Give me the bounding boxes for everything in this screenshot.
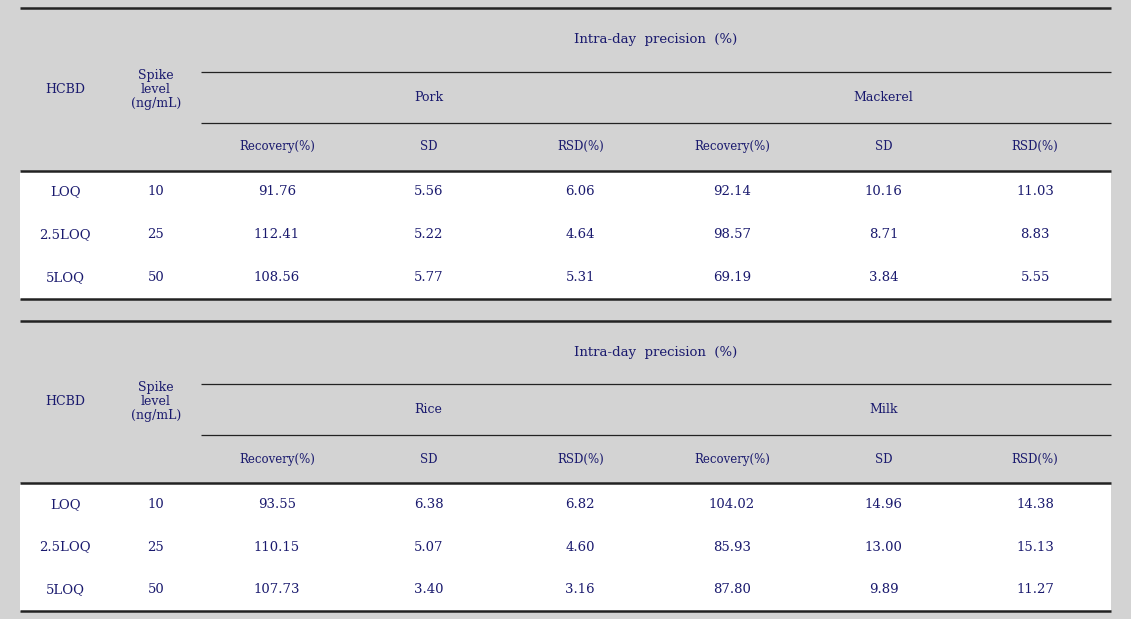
Text: 5.22: 5.22 [414,228,443,241]
Text: 92.14: 92.14 [713,186,751,199]
Text: 110.15: 110.15 [253,540,300,553]
Text: Spike: Spike [138,69,174,82]
Text: 85.93: 85.93 [713,540,751,553]
Text: 69.19: 69.19 [713,271,751,284]
Text: 14.38: 14.38 [1017,498,1054,511]
Bar [20,321,1111,483]
Text: Intra-day  precision  (%): Intra-day precision (%) [575,346,737,359]
Text: LOQ: LOQ [50,498,80,511]
Text: (ng/mL): (ng/mL) [131,97,181,110]
Bar [20,483,1111,611]
Bar [20,8,1111,171]
Text: 11.03: 11.03 [1017,186,1054,199]
Text: 4.64: 4.64 [566,228,595,241]
Text: 14.96: 14.96 [864,498,903,511]
Text: 6.06: 6.06 [566,186,595,199]
Text: Spike: Spike [138,381,174,394]
Text: 3.40: 3.40 [414,583,443,596]
Text: 10.16: 10.16 [864,186,903,199]
Text: 91.76: 91.76 [258,186,296,199]
Text: 50: 50 [147,583,164,596]
Text: 5.07: 5.07 [414,540,443,553]
Text: 104.02: 104.02 [709,498,754,511]
Text: LOQ: LOQ [50,186,80,199]
Text: 112.41: 112.41 [253,228,300,241]
Text: 3.16: 3.16 [566,583,595,596]
Text: 10: 10 [147,498,164,511]
Text: 108.56: 108.56 [253,271,300,284]
Text: Recovery(%): Recovery(%) [694,452,770,465]
Text: 93.55: 93.55 [258,498,296,511]
Text: HCBD: HCBD [45,83,85,96]
Text: 3.84: 3.84 [869,271,898,284]
Text: RSD(%): RSD(%) [556,141,604,154]
Text: SD: SD [874,452,892,465]
Text: 13.00: 13.00 [864,540,903,553]
Text: SD: SD [420,452,438,465]
Bar [20,171,1111,298]
Text: 2.5LOQ: 2.5LOQ [40,540,92,553]
Text: RSD(%): RSD(%) [1012,452,1059,465]
Text: 9.89: 9.89 [869,583,898,596]
Text: 87.80: 87.80 [713,583,751,596]
Text: 50: 50 [147,271,164,284]
Text: 5LOQ: 5LOQ [45,271,85,284]
Text: Pork: Pork [414,91,443,104]
Text: Intra-day  precision  (%): Intra-day precision (%) [575,33,737,46]
Text: 10: 10 [147,186,164,199]
Text: 11.27: 11.27 [1017,583,1054,596]
Text: 25: 25 [147,228,164,241]
Text: 8.83: 8.83 [1020,228,1050,241]
Text: RSD(%): RSD(%) [556,452,604,465]
Text: 6.38: 6.38 [414,498,443,511]
Text: 8.71: 8.71 [869,228,898,241]
Text: SD: SD [420,141,438,154]
Text: 5.56: 5.56 [414,186,443,199]
Text: 25: 25 [147,540,164,553]
Text: level: level [141,83,171,96]
Text: RSD(%): RSD(%) [1012,141,1059,154]
Text: 5LOQ: 5LOQ [45,583,85,596]
Text: Recovery(%): Recovery(%) [239,452,314,465]
Text: 5.77: 5.77 [414,271,443,284]
Text: Recovery(%): Recovery(%) [239,141,314,154]
Text: 4.60: 4.60 [566,540,595,553]
Text: 6.82: 6.82 [566,498,595,511]
Text: Mackerel: Mackerel [854,91,914,104]
Text: level: level [141,396,171,409]
Text: 98.57: 98.57 [713,228,751,241]
Text: Milk: Milk [870,404,898,417]
Text: 5.55: 5.55 [1020,271,1050,284]
Text: HCBD: HCBD [45,396,85,409]
Text: 5.31: 5.31 [566,271,595,284]
Text: SD: SD [874,141,892,154]
Text: (ng/mL): (ng/mL) [131,409,181,422]
Text: 2.5LOQ: 2.5LOQ [40,228,92,241]
Text: Recovery(%): Recovery(%) [694,141,770,154]
Text: Rice: Rice [415,404,442,417]
Text: 107.73: 107.73 [253,583,300,596]
Text: 15.13: 15.13 [1017,540,1054,553]
